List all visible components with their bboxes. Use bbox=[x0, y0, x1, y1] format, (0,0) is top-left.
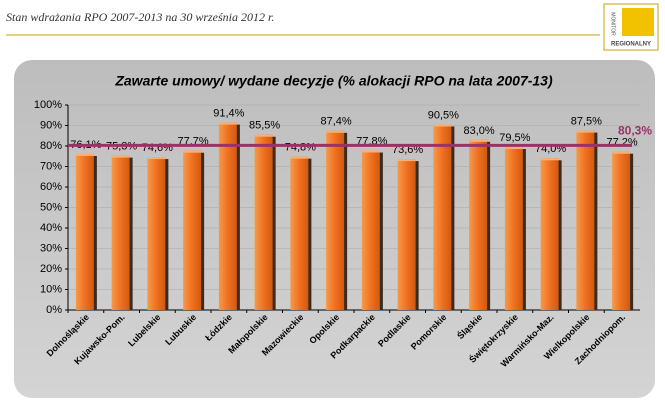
bar bbox=[147, 157, 166, 310]
bar-cap bbox=[504, 147, 523, 150]
y-tick-label: 0% bbox=[46, 304, 62, 316]
header-title: Stan wdrażania RPO 2007-2013 na 30 wrześ… bbox=[6, 10, 274, 24]
value-label: 74,6% bbox=[142, 142, 173, 154]
bar bbox=[433, 124, 452, 310]
bar bbox=[612, 151, 631, 310]
bar bbox=[111, 155, 130, 310]
bar bbox=[290, 156, 309, 310]
value-label: 87,4% bbox=[321, 116, 352, 128]
average-label: 80,3% bbox=[618, 124, 652, 138]
bar bbox=[183, 150, 202, 310]
bar-cap bbox=[290, 156, 309, 159]
logo-bottom: REGIONALNY bbox=[611, 42, 651, 48]
bar-cap bbox=[612, 151, 631, 154]
bar bbox=[218, 122, 237, 310]
bar-cap bbox=[433, 124, 452, 127]
y-tick-label: 70% bbox=[40, 160, 62, 172]
bar-cap bbox=[147, 157, 166, 160]
bar-cap bbox=[218, 122, 237, 125]
y-tick-label: 40% bbox=[40, 222, 62, 234]
y-tick-label: 60% bbox=[40, 181, 62, 193]
bar-cap bbox=[576, 130, 595, 133]
bar bbox=[540, 158, 559, 310]
y-tick-label: 30% bbox=[40, 242, 62, 254]
bar bbox=[254, 134, 273, 310]
y-tick-label: 10% bbox=[40, 283, 62, 295]
value-label: 73,6% bbox=[392, 144, 423, 156]
value-label: 87,5% bbox=[571, 116, 602, 128]
bar bbox=[576, 130, 595, 310]
bar bbox=[397, 159, 416, 310]
value-label: 85,5% bbox=[249, 120, 280, 132]
bar-cap bbox=[469, 139, 488, 142]
logo-mark bbox=[622, 8, 654, 36]
bar-cap bbox=[540, 158, 559, 161]
value-label: 90,5% bbox=[428, 109, 459, 121]
chart-title: Zawarte umowy/ wydane decyzje (% alokacj… bbox=[114, 73, 553, 89]
bar bbox=[326, 130, 345, 310]
bar-cap bbox=[254, 134, 273, 137]
logo-top: MONITOR bbox=[610, 12, 616, 36]
y-tick-label: 80% bbox=[40, 140, 62, 152]
y-tick-label: 90% bbox=[40, 119, 62, 131]
bar bbox=[361, 150, 380, 310]
value-label: 79,5% bbox=[499, 132, 530, 144]
bar-cap bbox=[183, 150, 202, 153]
value-label: 74,8% bbox=[285, 142, 316, 154]
bar-cap bbox=[75, 153, 94, 156]
bar-cap bbox=[111, 155, 130, 158]
bar-cap bbox=[361, 150, 380, 153]
value-label: 83,0% bbox=[464, 125, 495, 137]
bar-cap bbox=[326, 130, 345, 133]
value-label: 91,4% bbox=[213, 108, 244, 120]
y-tick-label: 20% bbox=[40, 263, 62, 275]
bar bbox=[75, 153, 94, 310]
y-tick-label: 100% bbox=[34, 99, 62, 111]
bar-cap bbox=[397, 159, 416, 162]
y-tick-label: 50% bbox=[40, 201, 62, 213]
bar bbox=[504, 147, 523, 310]
bar bbox=[469, 139, 488, 310]
plot: 0%10%20%30%40%50%60%70%80%90%100%Dolnośl… bbox=[34, 99, 652, 369]
